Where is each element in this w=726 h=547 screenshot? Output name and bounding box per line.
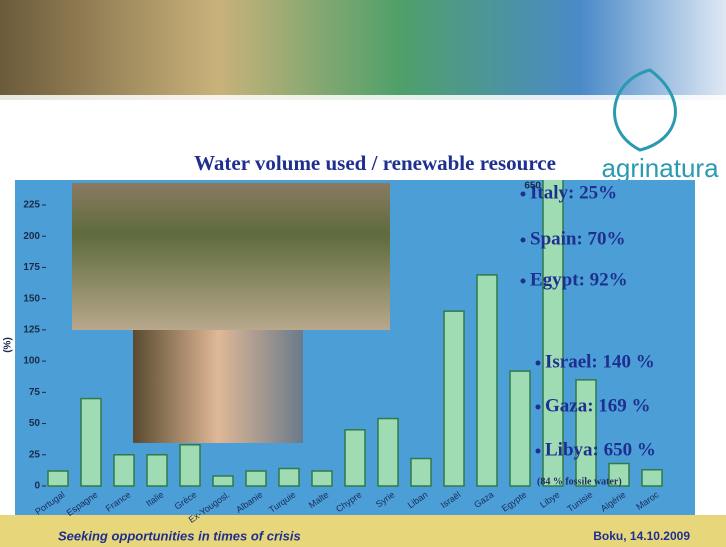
bar <box>48 471 68 486</box>
bullet-dot <box>536 361 541 366</box>
y-tick-label: 100 <box>23 356 40 367</box>
bar <box>246 471 266 486</box>
bullet: Libya: 650 % <box>545 439 656 460</box>
y-tick-label: 125 <box>23 325 40 336</box>
bullet-dot <box>536 449 541 454</box>
banner <box>0 0 726 100</box>
slide-title: Water volume used / renewable resource <box>194 151 556 175</box>
logo-name: agrinatura <box>601 153 719 183</box>
bar <box>312 471 332 486</box>
bar <box>378 419 398 486</box>
y-axis-label: (%) <box>3 337 14 353</box>
bullet: Gaza: 169 % <box>545 395 651 416</box>
bullet-dot <box>521 192 526 197</box>
photo-terraces <box>72 183 390 330</box>
photo-child <box>133 330 303 443</box>
bullet-dot <box>521 279 526 284</box>
note: (84 % fossile water) <box>537 476 622 487</box>
bar <box>411 459 431 486</box>
y-tick-label: 175 <box>23 262 40 273</box>
bullet-dot <box>536 405 541 410</box>
bar <box>114 455 134 486</box>
bar <box>213 476 233 486</box>
y-tick-label: 150 <box>23 293 40 304</box>
y-tick-label: 225 <box>23 200 40 211</box>
slide: Water volume used / renewable resource a… <box>0 0 726 547</box>
data-label: 650 <box>524 181 541 192</box>
y-tick-label: 0 <box>34 481 40 492</box>
bar <box>642 470 662 486</box>
footer-left: Seeking opportunities in times of crisis <box>58 528 301 543</box>
bar <box>279 469 299 486</box>
bullet: Israel: 140 % <box>545 351 655 372</box>
bar <box>444 311 464 486</box>
bar <box>510 371 530 486</box>
y-tick-label: 25 <box>29 449 41 460</box>
bullet: Spain: 70% <box>530 228 626 249</box>
bar <box>477 275 497 486</box>
bar <box>180 445 200 486</box>
bullet: Italy: 25% <box>530 182 617 203</box>
footer-right: Boku, 14.10.2009 <box>593 529 690 543</box>
y-tick-label: 200 <box>23 231 40 242</box>
y-tick-label: 75 <box>29 387 41 398</box>
bar <box>147 455 167 486</box>
bar <box>345 430 365 486</box>
y-tick-label: 50 <box>29 418 41 429</box>
bullet-dot <box>521 238 526 243</box>
bullet: Egypt: 92% <box>530 269 628 290</box>
bar <box>81 399 101 486</box>
